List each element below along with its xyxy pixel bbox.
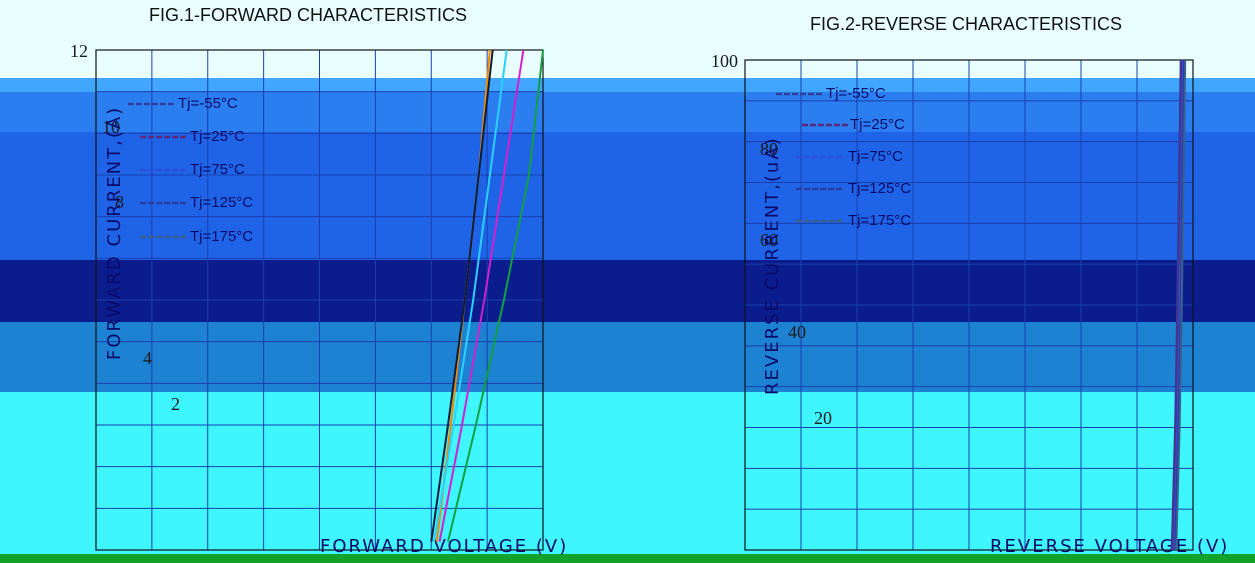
fig2-y-tick: 40 <box>788 322 806 342</box>
fig2-x-axis-label: REVERSE VOLTAGE (V) <box>990 536 1229 557</box>
fig1-y-tick: 8 <box>115 192 124 212</box>
fig1-legend-label: Tj=125°C <box>190 194 253 211</box>
fig1-y-ticks: 12 10 8 4 2 <box>70 41 180 414</box>
fig2-grid <box>745 60 1193 550</box>
green-band <box>0 554 1255 563</box>
royal-blue-band <box>0 132 1255 260</box>
header-band <box>0 0 1255 78</box>
fig2-series-line <box>1174 59 1185 551</box>
fig2-chart: FIG.2-REVERSE CHARACTERISTICS 100 80 60 … <box>711 14 1229 557</box>
fig2-title: FIG.2-REVERSE CHARACTERISTICS <box>810 14 1122 34</box>
fig1-legend-label: Tj=25°C <box>190 128 245 145</box>
fig1-y-tick: 2 <box>171 394 180 414</box>
fig1-y-tick: 4 <box>143 348 152 368</box>
fig1-y-tick: 10 <box>102 117 120 137</box>
fig1-series-line <box>447 49 544 542</box>
fig1-series-line <box>433 49 508 542</box>
fig2-legend-label: Tj=175°C <box>848 212 911 229</box>
teal-blue-band <box>0 322 1255 392</box>
fig2-legend-label: Tj=-55°C <box>826 85 886 102</box>
fig1-series-line <box>430 49 494 542</box>
fig2-legend-label: Tj=75°C <box>848 148 903 165</box>
fig1-series-line <box>435 49 491 542</box>
fig2-series-line <box>1173 59 1184 551</box>
fig2-y-axis-label: REVERSE CURRENT,(uA) <box>762 136 783 395</box>
fig1-plot-frame <box>95 49 544 551</box>
fig2-legend: Tj=-55°C Tj=25°C Tj=75°C Tj=125°C Tj=175… <box>776 85 911 229</box>
fig2-y-tick: 80 <box>760 139 778 159</box>
fig1-series-line <box>438 49 525 542</box>
fig1-title: FIG.1-FORWARD CHARACTERISTICS <box>149 5 467 25</box>
fig1-grid <box>96 50 543 550</box>
fig2-legend-label: Tj=25°C <box>850 116 905 133</box>
fig1-legend-label: Tj=175°C <box>190 228 253 245</box>
fig1-y-tick: 12 <box>70 41 88 61</box>
fig2-legend-label: Tj=125°C <box>848 180 911 197</box>
navy-band <box>0 260 1255 322</box>
fig2-plot-frame <box>744 59 1194 551</box>
fig1-x-axis-label: FORWARD VOLTAGE (V) <box>320 536 568 557</box>
fig1-legend-label: Tj=75°C <box>190 161 245 178</box>
fig2-series-lines <box>1170 59 1187 551</box>
fig2-y-tick: 20 <box>814 408 832 428</box>
fig2-series-line <box>1171 59 1183 551</box>
mid-blue-band <box>0 92 1255 132</box>
fig1-series-lines <box>430 49 544 542</box>
fig2-y-tick: 100 <box>711 51 738 71</box>
fig1-legend: Tj=-55°C Tj=25°C Tj=75°C Tj=125°C Tj=175… <box>128 95 253 245</box>
fig2-y-ticks: 100 80 60 40 20 <box>711 51 832 428</box>
cyan-band <box>0 392 1255 554</box>
fig1-chart: FIG.1-FORWARD CHARACTERISTICS 12 10 8 4 … <box>70 5 568 557</box>
light-blue-band <box>0 78 1255 92</box>
fig1-legend-label: Tj=-55°C <box>178 95 238 112</box>
fig1-y-axis-label: FORWARD CURRENT,(A) <box>104 106 125 360</box>
fig2-series-line <box>1170 59 1182 551</box>
fig2-y-tick: 60 <box>760 230 778 250</box>
fig2-series-line <box>1175 59 1187 551</box>
